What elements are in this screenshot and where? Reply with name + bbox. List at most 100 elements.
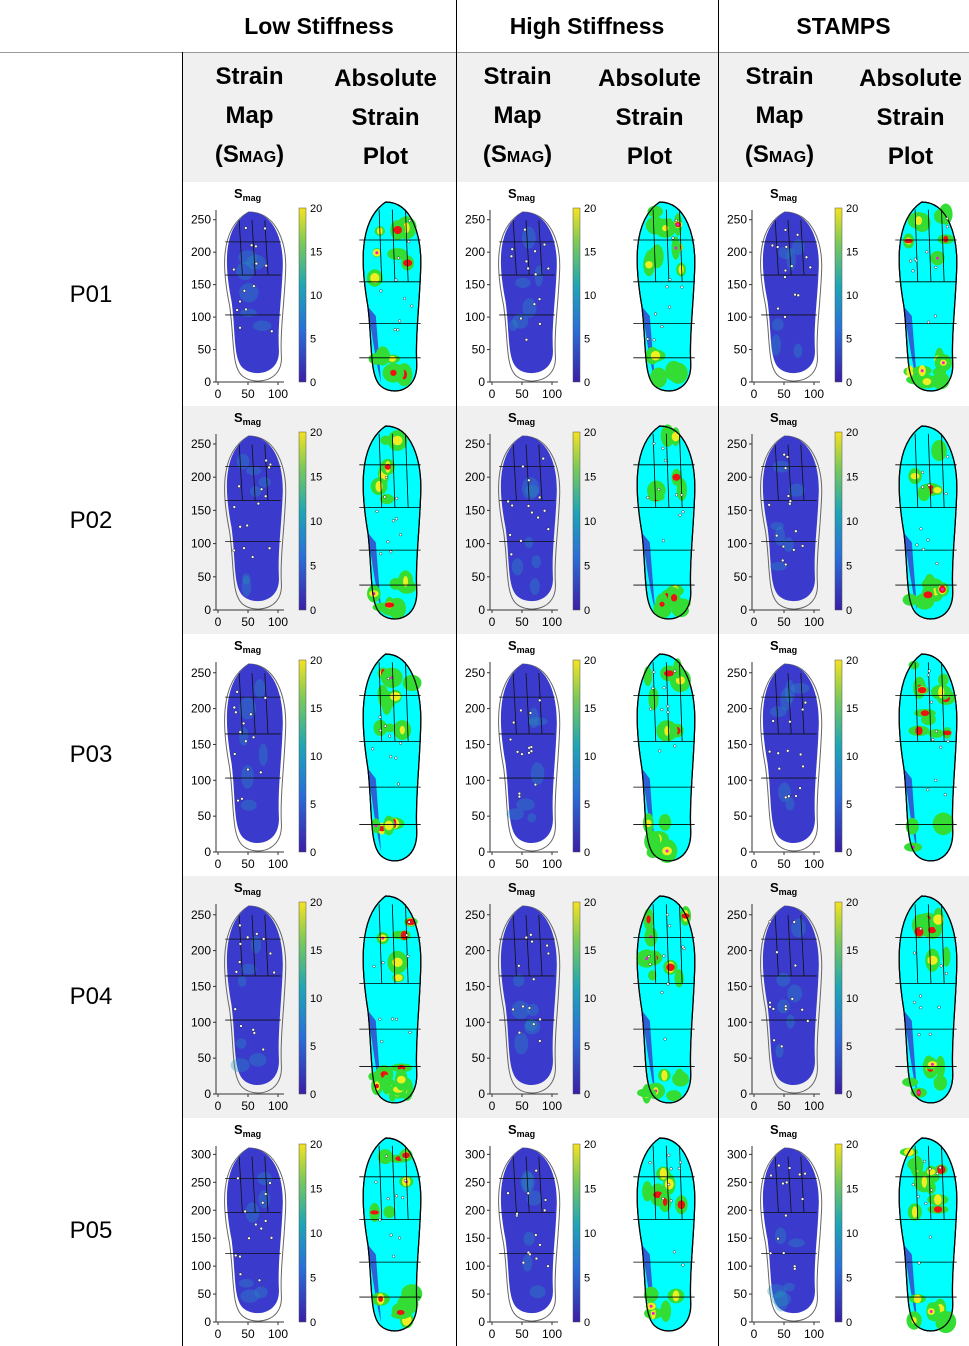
marker-dot: [238, 525, 242, 529]
plot-marker: [944, 492, 948, 496]
y-tick-label: 200: [191, 1203, 211, 1217]
hotspot-green: [368, 1071, 382, 1082]
y-tick-label: 50: [734, 1287, 748, 1301]
y-tick-label: 150: [727, 737, 747, 751]
strain-blob: [508, 319, 518, 332]
strain-blob: [529, 578, 540, 595]
marker-dot: [775, 950, 779, 954]
y-tick-label: 250: [727, 213, 747, 227]
plot-marker: [649, 707, 653, 711]
plot-region-line: [652, 904, 657, 984]
hotspot-magenta: [674, 246, 678, 250]
hotspot-red: [374, 1083, 379, 1089]
colorbar-tick-label: 15: [584, 1184, 596, 1196]
marker-dot: [257, 1278, 262, 1282]
marker-dot: [782, 1251, 786, 1255]
hotspot-yellow: [913, 1294, 922, 1304]
x-tick-label: 0: [489, 387, 496, 401]
marker-dot: [238, 942, 242, 946]
strain-blob: [767, 1284, 786, 1299]
region-line: [774, 1156, 779, 1213]
marker-dot: [244, 226, 248, 230]
plot-marker: [917, 1261, 921, 1265]
marker-dot: [238, 730, 242, 734]
hotspot-green: [647, 480, 666, 501]
region-line: [787, 1156, 792, 1213]
plot-marker: [389, 550, 393, 554]
y-tick-label: 250: [465, 666, 485, 680]
strain-blob: [512, 313, 529, 329]
marker-dot: [244, 307, 248, 312]
strain-panel: Smag 0 50 100 150 200 250 0 50 100 0 5 10 15 20: [727, 410, 958, 629]
strain-blob: [526, 1003, 539, 1017]
x-tick-label: 0: [215, 615, 222, 629]
strain-blob: [769, 706, 787, 718]
y-tick-label: 250: [727, 666, 747, 680]
marker-dot: [533, 783, 538, 787]
x-tick-label: 50: [515, 857, 529, 871]
plot-marker: [652, 338, 656, 342]
colorbar-tick-label: 10: [310, 751, 322, 763]
plot-marker: [406, 954, 410, 958]
marker-dot: [767, 503, 771, 507]
strain-blob: [242, 573, 251, 585]
marker-dot: [808, 265, 812, 269]
plot-region-line: [652, 433, 657, 508]
plot-marker: [909, 259, 913, 263]
y-tick-label: 50: [472, 1051, 486, 1065]
colorbar-tick-label: 10: [310, 290, 322, 302]
y-tick-label: 250: [191, 908, 211, 922]
region-line: [525, 915, 530, 976]
plot-marker: [913, 1000, 917, 1004]
marker-dot: [517, 795, 521, 799]
region-line: [251, 220, 256, 276]
plot-marker: [665, 285, 669, 289]
y-tick-label: 100: [191, 773, 211, 787]
marker-dot: [242, 289, 246, 293]
plot-marker: [402, 297, 406, 301]
marker-dot: [768, 1251, 773, 1255]
marker-dot: [793, 293, 797, 297]
hotspot-yellow: [661, 1070, 668, 1081]
plot-region-line: [391, 433, 396, 508]
hotspot-green: [908, 660, 920, 670]
hotspot-green: [650, 367, 668, 388]
hotspot-green: [383, 1205, 396, 1219]
marker-dot: [526, 504, 531, 508]
panel-title: Smag: [508, 638, 535, 655]
hotspot-yellow: [911, 1206, 918, 1218]
hotspot-yellow: [399, 725, 405, 735]
x-tick-label: 50: [777, 387, 791, 401]
marker-dot: [526, 1250, 531, 1255]
plot-marker: [383, 495, 387, 499]
plot-marker: [399, 533, 403, 537]
hotspot-magenta: [941, 361, 945, 365]
marker-dot: [534, 1169, 538, 1173]
panel-title: Smag: [234, 1122, 261, 1139]
panel-title: Smag: [234, 186, 261, 203]
marker-dot: [524, 935, 528, 940]
marker-dot: [232, 548, 236, 553]
marker-dot: [768, 1001, 772, 1005]
colorbar-tick-label: 10: [310, 1228, 322, 1240]
y-tick-label: 200: [191, 245, 211, 259]
x-tick-label: 50: [241, 1327, 255, 1341]
panel-title: Smag: [508, 410, 535, 427]
hotspot-yellow: [644, 819, 652, 828]
strain-map-fill: [762, 436, 819, 602]
y-tick-label: 50: [472, 343, 486, 357]
plot-marker: [403, 1179, 407, 1183]
strain-blob: [522, 1254, 533, 1272]
plot-marker: [917, 1033, 921, 1037]
plot-marker: [931, 738, 935, 742]
marker-dot: [506, 499, 510, 504]
marker-dot: [782, 453, 786, 457]
plot-region-line: [679, 904, 683, 984]
colorbar: [572, 659, 581, 853]
y-tick-label: 200: [191, 702, 211, 716]
plot-marker: [378, 728, 382, 732]
hotspot-red: [933, 1206, 943, 1213]
y-tick-label: 200: [727, 1203, 747, 1217]
region-line: [774, 915, 779, 976]
